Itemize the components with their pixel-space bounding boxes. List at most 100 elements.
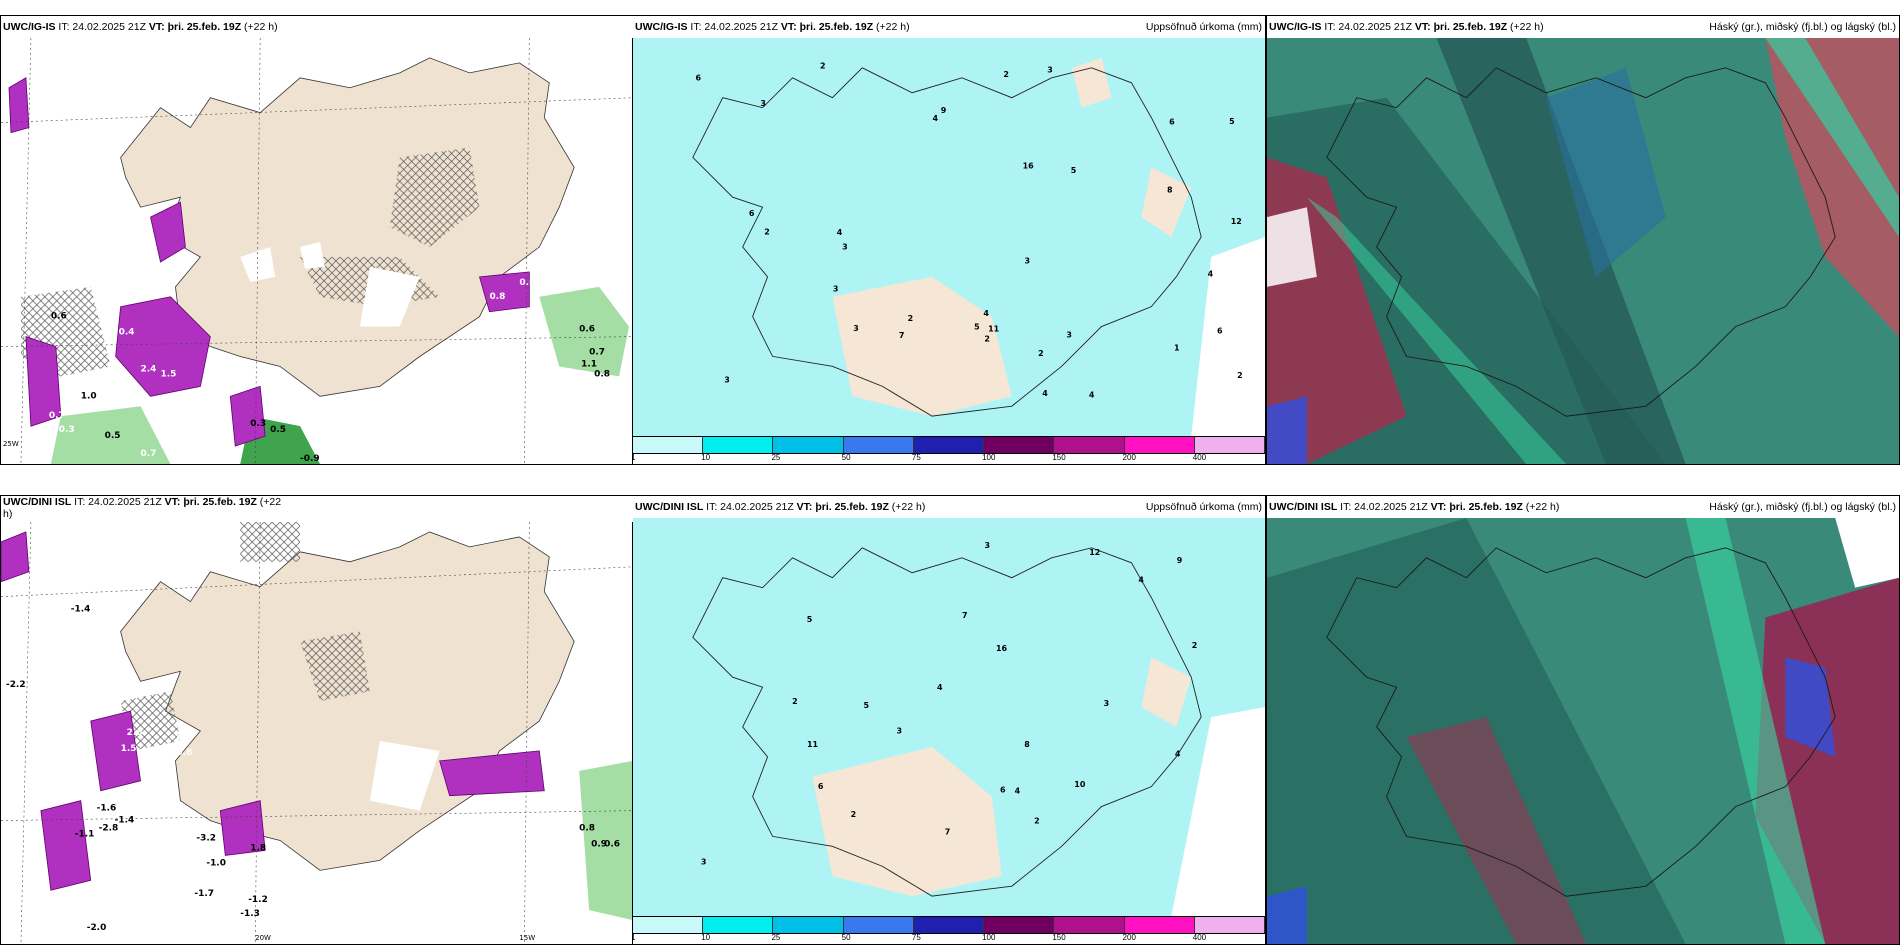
temp-label: 0.3 — [250, 419, 266, 429]
precip-value: 7 — [962, 611, 968, 620]
precip-value: 3 — [896, 727, 902, 736]
precip-value: 2 — [792, 697, 798, 706]
panel-temperature-igis: UWC/IG-IS IT: 24.02.2025 21Z VT: þri. 25… — [0, 15, 634, 465]
colorbar-tick: 1 — [633, 453, 635, 462]
colorbar-swatch — [1124, 917, 1195, 933]
precip-value: 2 — [764, 227, 770, 236]
precip-value: 5 — [1229, 117, 1235, 126]
temp-label: 0.6 — [519, 278, 535, 288]
precip-value: 2 — [984, 335, 990, 344]
temperature-map: 0.6 0.4 1.0 0.5 0.7 2.4 1.5 3.6 0.3 0.5 … — [1, 38, 633, 464]
colorbar-swatch — [1054, 917, 1125, 933]
precip-value: 4 — [1208, 270, 1214, 279]
temp-label: -1.4 — [115, 816, 135, 826]
colorbar-swatch — [773, 437, 844, 453]
precip-value: 4 — [983, 309, 989, 318]
colorbar: 1 10 25 50 75 100 150 200 400 — [633, 436, 1265, 464]
panel-temperature-dini: UWC/DINI ISL IT: 24.02.2025 21Z VT: þri.… — [0, 495, 634, 945]
precip-value: 6 — [818, 782, 824, 791]
precip-value: 3 — [842, 243, 848, 252]
colorbar-tick: 75 — [911, 453, 921, 462]
temp-label: 1.0 — [81, 391, 97, 401]
colorbar-tick: 25 — [771, 933, 781, 942]
precip-value: 1 — [1174, 344, 1180, 353]
temp-label: 2.6 — [127, 728, 143, 738]
panel-header: UWC/DINI ISL IT: 24.02.2025 21Z VT: þri.… — [1267, 496, 1899, 518]
colorbar-swatch — [633, 437, 704, 453]
iceland-outline — [692, 547, 1202, 897]
map-area[interactable]: 3 4 2 6 5 8 7 9 10 4 3 2 6 5 7 4 3 2 16 11 12 4 3 2 — [633, 518, 1265, 916]
temp-label: -1.6 — [97, 804, 117, 814]
precip-value: 9 — [941, 106, 947, 115]
precip-value: 3 — [853, 324, 859, 333]
iceland-outline — [692, 67, 1202, 417]
panel-clouds-igis: UWC/IG-IS IT: 24.02.2025 21Z VT: þri. 25… — [1266, 15, 1900, 465]
panel-header: UWC/DINI ISL IT: 24.02.2025 21Z VT: þri.… — [1, 496, 633, 522]
temp-label: -1.1 — [75, 830, 95, 840]
map-area[interactable]: 0.6 0.4 1.0 0.5 0.7 2.4 1.5 3.6 0.3 0.5 … — [1, 38, 633, 464]
colorbar-tick: 400 — [1192, 933, 1207, 942]
precip-value: 3 — [1024, 257, 1030, 266]
temp-label: 0.7 — [49, 411, 65, 421]
axis-label: 20W — [255, 934, 271, 942]
map-area[interactable]: 1 6 4 2 3 5 4 2 3 2 6 4 3 5 2 3 4 6 3 2 5 4 3 6 7 8 9 4 3 2 11 12 16 3 2 — [633, 38, 1265, 436]
precip-value: 9 — [1177, 556, 1183, 565]
precip-value: 2 — [1034, 816, 1040, 825]
precip-value: 5 — [807, 615, 813, 624]
colorbar-swatch — [703, 437, 774, 453]
colorbar-tick: 150 — [1052, 453, 1066, 462]
axis-label: 15W — [519, 934, 535, 942]
colorbar-swatch — [1124, 437, 1195, 453]
temp-label: -1.4 — [71, 605, 91, 615]
panel-precipitation-igis: UWC/IG-IS IT: 24.02.2025 21Z VT: þri. 25… — [632, 15, 1266, 465]
precip-value: 12 — [1231, 217, 1242, 226]
precip-value: 2 — [1003, 70, 1009, 79]
precip-value: 2 — [1237, 371, 1243, 380]
temp-label: 0.5 — [105, 431, 121, 441]
panel-header: UWC/DINI ISL IT: 24.02.2025 21Z VT: þri.… — [633, 496, 1265, 518]
precip-value: 2 — [851, 810, 857, 819]
colorbar-tick: 200 — [1122, 933, 1136, 942]
precip-value: 11 — [988, 325, 999, 334]
precip-value: 6 — [1000, 785, 1006, 794]
precip-value: 4 — [1138, 576, 1144, 585]
map-area[interactable]: -2.2 -1.4 1.5 2.6 0.0 0.8 -1.6 -2.8 -1.1… — [1, 522, 633, 944]
precip-value: 10 — [1074, 780, 1086, 789]
colorbar-tick: 1 — [633, 933, 635, 942]
colorbar-tick: 400 — [1192, 453, 1207, 462]
colorbar-swatch — [773, 917, 844, 933]
precip-value: 3 — [984, 541, 990, 550]
precipitation-map: 3 4 2 6 5 8 7 9 10 4 3 2 6 5 7 4 3 2 16 11 12 4 3 2 — [633, 518, 1265, 916]
precip-value: 3 — [1047, 65, 1053, 74]
temp-label: -1.3 — [240, 909, 260, 919]
colorbar-tick: 150 — [1052, 933, 1066, 942]
axis-label: 25W — [3, 440, 19, 448]
precip-value: 6 — [1217, 327, 1223, 336]
precip-value: 2 — [1192, 641, 1198, 650]
temp-label: 0.7 — [589, 348, 605, 358]
colorbar-swatch — [984, 917, 1055, 933]
colorbar-swatch — [1054, 437, 1125, 453]
temp-label: 0.7 — [141, 449, 157, 459]
precip-value: 3 — [1066, 331, 1072, 340]
colorbar-swatch — [703, 917, 774, 933]
precip-value: 4 — [1015, 787, 1021, 796]
map-area[interactable] — [1267, 518, 1899, 944]
colorbar-swatch — [843, 917, 914, 933]
temp-label: 0.0 — [176, 734, 192, 744]
precip-value: 3 — [833, 285, 839, 294]
colorbar-tick: 75 — [911, 933, 921, 942]
precip-value: 8 — [1167, 186, 1173, 195]
colorbar-swatch — [1194, 917, 1265, 933]
temp-label: 0.9 — [591, 839, 607, 849]
precip-value: 7 — [899, 331, 905, 340]
map-area[interactable] — [1267, 38, 1899, 464]
precip-value: 6 — [749, 209, 755, 218]
panel-header: UWC/IG-IS IT: 24.02.2025 21Z VT: þri. 25… — [1267, 16, 1899, 38]
precip-value: 16 — [996, 644, 1008, 653]
precip-value: 3 — [724, 376, 730, 385]
colorbar-tick: 50 — [841, 453, 851, 462]
precip-value: 4 — [1042, 389, 1048, 398]
temp-label: -1.7 — [194, 889, 214, 899]
